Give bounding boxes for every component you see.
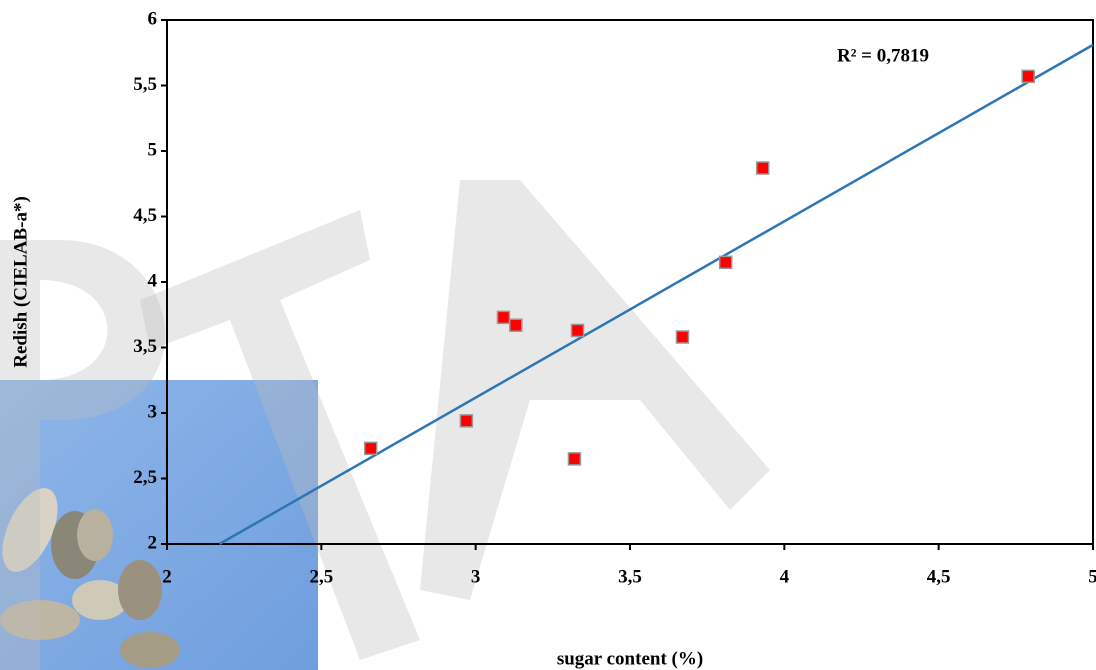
data-point — [567, 452, 582, 466]
y-tick-label: 5,5 — [133, 74, 157, 95]
data-point — [509, 318, 523, 332]
x-tick-label: 2 — [162, 566, 172, 587]
data-point — [459, 414, 474, 428]
data-point — [755, 161, 770, 175]
y-tick-label: 3,5 — [133, 336, 157, 357]
x-tick-label: 3,5 — [618, 566, 642, 587]
y-tick-label: 5 — [148, 139, 158, 160]
x-tick-label: 3 — [471, 566, 481, 587]
r-squared: R² = 0,7819 — [837, 45, 929, 66]
y-axis-label: Redish (CIELAB-a*) — [10, 196, 31, 368]
x-axis-label: sugar content (%) — [557, 648, 703, 669]
x-tick-label: 5 — [1088, 566, 1096, 587]
x-tick-label: 2,5 — [309, 566, 333, 587]
background-photo — [0, 380, 318, 670]
x-tick-label: 4 — [780, 566, 790, 587]
y-tick-label: 3 — [148, 401, 158, 422]
y-tick-label: 2,5 — [133, 467, 157, 488]
y-tick-label: 4 — [148, 270, 158, 291]
data-point — [675, 330, 690, 344]
y-tick-label: 2 — [148, 532, 158, 553]
y-tick-label: 4,5 — [133, 205, 157, 226]
trendline — [218, 43, 1094, 546]
data-point — [496, 310, 511, 325]
data-point — [718, 255, 733, 270]
data-point — [1021, 69, 1035, 84]
y-tick-label: 6 — [148, 8, 158, 29]
data-point — [570, 323, 585, 338]
watermark — [0, 180, 770, 670]
data-point — [363, 441, 378, 456]
x-tick-label: 4,5 — [927, 566, 951, 587]
